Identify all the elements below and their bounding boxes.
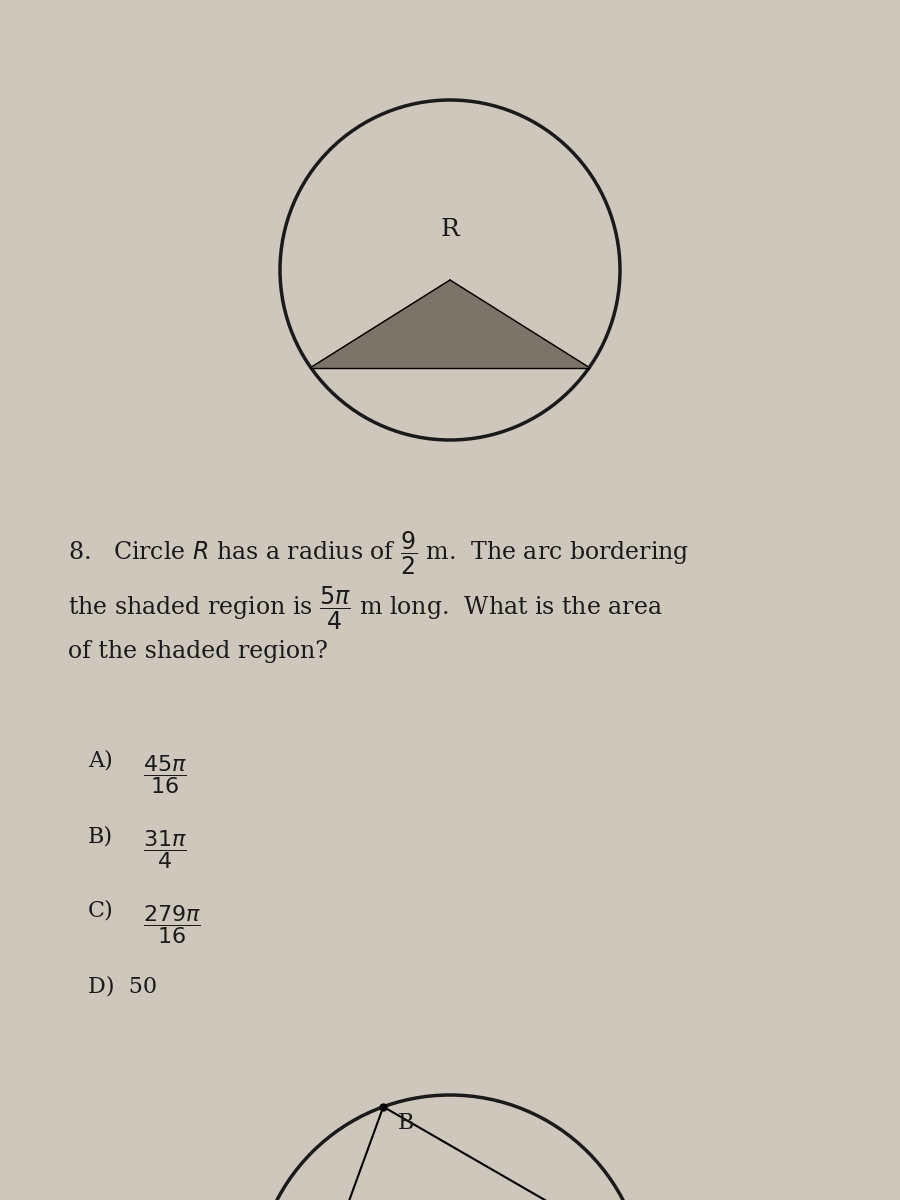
Text: of the shaded region?: of the shaded region? (68, 640, 328, 662)
Text: D)  50: D) 50 (88, 974, 158, 997)
Text: A): A) (88, 750, 112, 772)
Polygon shape (310, 280, 590, 367)
Text: $\dfrac{279π}{16}$: $\dfrac{279π}{16}$ (143, 902, 202, 946)
Text: $\dfrac{45π}{16}$: $\dfrac{45π}{16}$ (143, 754, 187, 796)
Text: R: R (441, 218, 459, 241)
Text: 8.   Circle $R$ has a radius of $\dfrac{9}{2}$ m.  The arc bordering: 8. Circle $R$ has a radius of $\dfrac{9}… (68, 530, 689, 577)
Text: C): C) (88, 900, 113, 922)
Text: $\dfrac{31π}{4}$: $\dfrac{31π}{4}$ (143, 828, 187, 871)
Text: B: B (399, 1111, 415, 1134)
Text: the shaded region is $\dfrac{5\pi}{4}$ m long.  What is the area: the shaded region is $\dfrac{5\pi}{4}$ m… (68, 584, 662, 632)
Text: B): B) (88, 826, 113, 847)
